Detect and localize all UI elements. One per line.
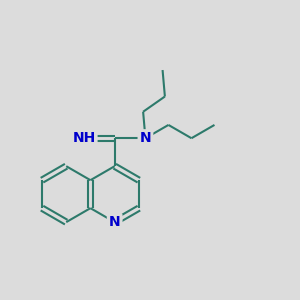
- Text: NH: NH: [72, 131, 95, 145]
- Text: N: N: [109, 215, 121, 229]
- Text: N: N: [140, 131, 151, 145]
